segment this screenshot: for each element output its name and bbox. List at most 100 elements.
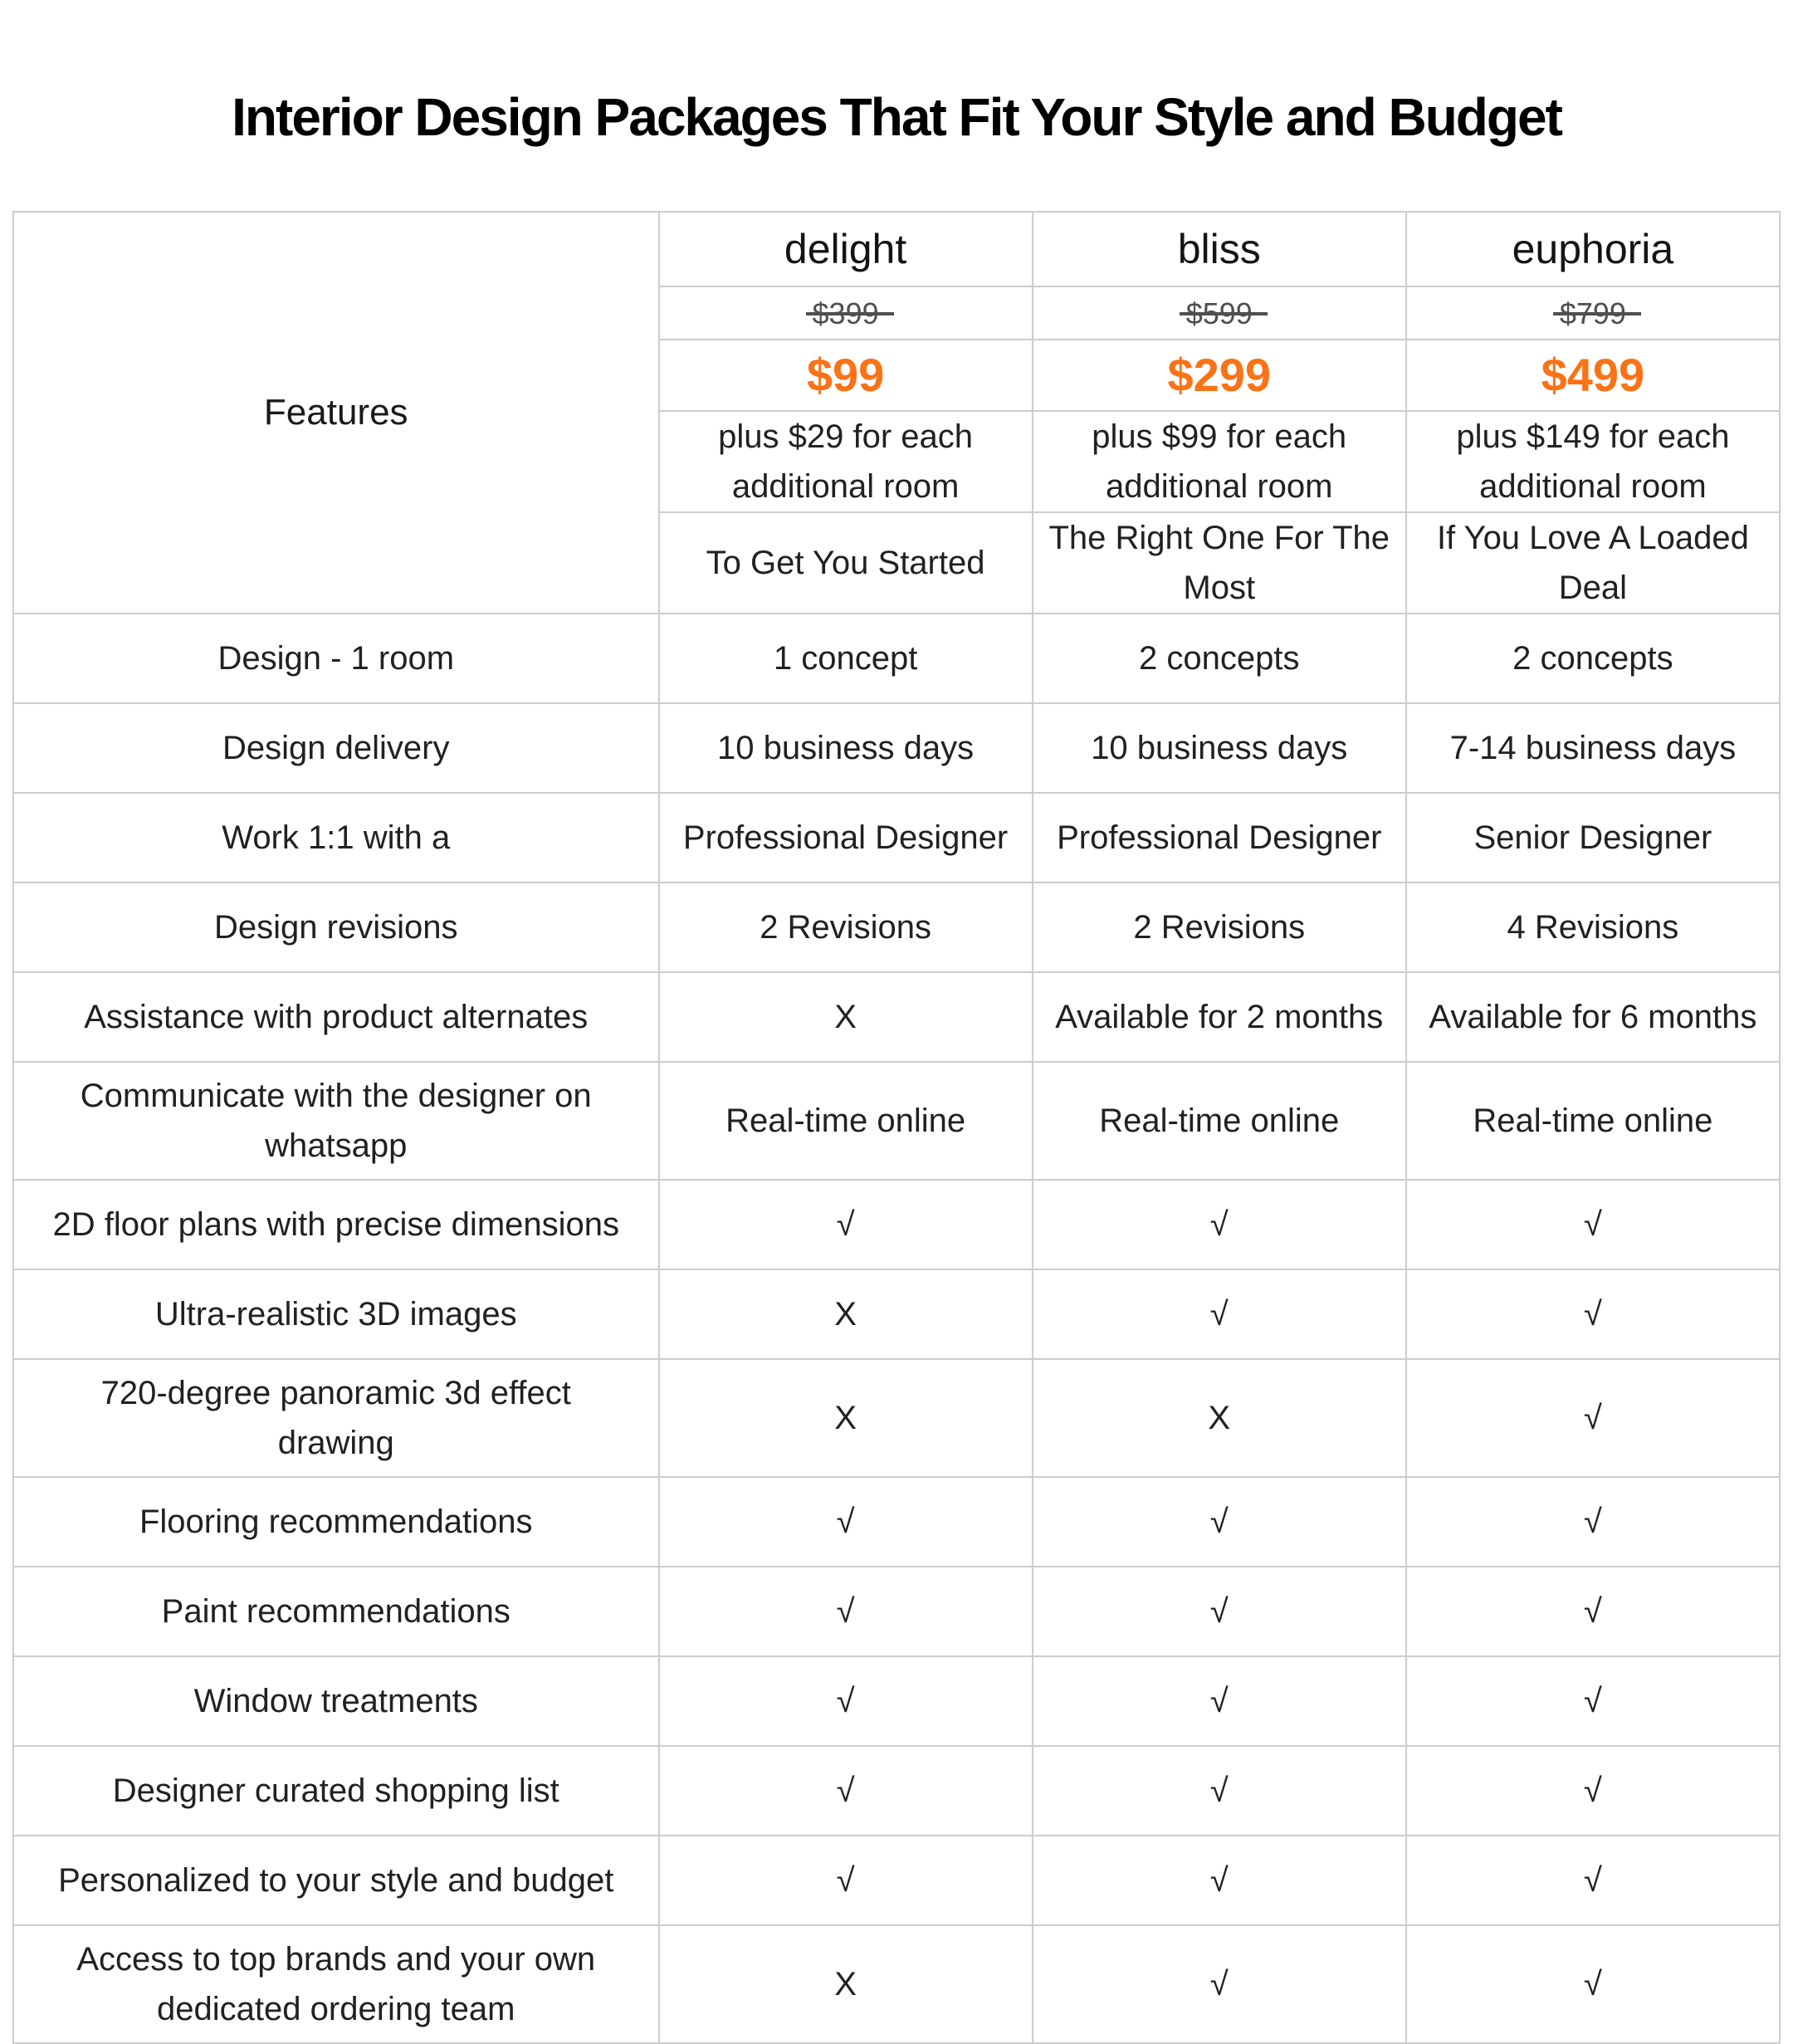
original-price: $399 — [805, 291, 894, 336]
feature-label: Design delivery — [12, 702, 660, 794]
feature-value: Real-time online — [657, 1061, 1033, 1181]
pricing-table: Features delight bliss euphoria $399 $59… — [12, 211, 1781, 2044]
feature-value: 2 Revisions — [1031, 882, 1407, 973]
original-price: $599 — [1179, 291, 1268, 336]
addon-price: plus $149 for each additional room — [1405, 410, 1781, 513]
feature-value: √ — [657, 1476, 1033, 1567]
feature-value: √ — [1031, 1655, 1407, 1747]
table-row: Window treatments √ √ √ — [12, 1655, 1781, 1747]
feature-value: √ — [1405, 1179, 1781, 1270]
feature-value: √ — [1405, 1476, 1781, 1567]
feature-value: Professional Designer — [1031, 792, 1407, 883]
feature-label: Personalized to your style and budget — [12, 1835, 660, 1926]
feature-value: 2 concepts — [1405, 613, 1781, 704]
table-row: Design delivery 10 business days 10 busi… — [12, 702, 1781, 794]
feature-label: Design - 1 room — [12, 613, 660, 704]
table-row: Design revisions 2 Revisions 2 Revisions… — [12, 882, 1781, 973]
feature-value: X — [657, 1269, 1033, 1360]
feature-value: √ — [1031, 1269, 1407, 1360]
feature-value: √ — [1405, 1269, 1781, 1360]
feature-value: 1 concept — [657, 613, 1033, 704]
addon-price-row: plus $29 for each additional room plus $… — [13, 410, 1781, 513]
feature-label: Designer curated shopping list — [12, 1745, 660, 1836]
table-row: Design - 1 room 1 concept 2 concepts 2 c… — [12, 613, 1781, 704]
feature-value: √ — [1405, 1566, 1781, 1657]
page-title: Interior Design Packages That Fit Your S… — [232, 87, 1563, 147]
addon-price: plus $99 for each additional room — [1031, 410, 1407, 513]
feature-value: √ — [1031, 1476, 1407, 1567]
package-name-row: Features delight bliss euphoria — [12, 211, 1781, 614]
original-price-cell: $799 — [1405, 286, 1781, 340]
feature-value: Available for 6 months — [1405, 971, 1781, 1063]
feature-value: 2 Revisions — [657, 882, 1033, 973]
feature-label: Access to top brands and your own dedica… — [12, 1924, 660, 2044]
feature-label: Window treatments — [12, 1655, 660, 1747]
table-row: Communicate with the designer on whatsap… — [12, 1061, 1781, 1181]
feature-value: √ — [1031, 1835, 1407, 1926]
original-price: $799 — [1552, 291, 1642, 336]
table-row: 2D floor plans with precise dimensions √… — [12, 1179, 1781, 1270]
feature-value: X — [657, 971, 1033, 1063]
feature-label: Communicate with the designer on whatsap… — [12, 1061, 660, 1181]
table-row: Personalized to your style and budget √ … — [12, 1835, 1781, 1926]
feature-value: √ — [1405, 1655, 1781, 1747]
package-tagline: To Get You Started — [657, 511, 1033, 614]
package-tagline: The Right One For The Most — [1031, 511, 1407, 614]
feature-value: X — [1031, 1358, 1407, 1478]
feature-value: √ — [657, 1745, 1033, 1836]
feature-label: Paint recommendations — [12, 1566, 660, 1657]
feature-label: 720-degree panoramic 3d effect drawing — [12, 1358, 660, 1478]
tagline-row: To Get You Started The Right One For The… — [13, 511, 1781, 614]
package-name-delight: delight — [657, 211, 1033, 287]
addon-price: plus $29 for each additional room — [657, 410, 1033, 513]
feature-value: √ — [1405, 1835, 1781, 1926]
current-price-row: $99 $299 $499 — [13, 339, 1781, 412]
feature-value: √ — [657, 1566, 1033, 1657]
table-row: Designer curated shopping list √ √ √ — [12, 1745, 1781, 1836]
table-row: Ultra-realistic 3D images X √ √ — [12, 1269, 1781, 1360]
feature-value: √ — [657, 1655, 1033, 1747]
feature-value: √ — [1405, 1745, 1781, 1836]
table-row: Work 1:1 with a Professional Designer Pr… — [12, 792, 1781, 883]
feature-value: 4 Revisions — [1405, 882, 1781, 973]
original-price-row: $399 $599 $799 — [13, 286, 1781, 340]
current-price: $299 — [1031, 339, 1407, 412]
package-name-euphoria: euphoria — [1405, 211, 1781, 287]
feature-value: 10 business days — [1031, 702, 1407, 794]
feature-label: Flooring recommendations — [12, 1476, 660, 1567]
feature-label: 2D floor plans with precise dimensions — [12, 1179, 660, 1270]
feature-value: √ — [1031, 1179, 1407, 1270]
feature-label: Assistance with product alternates — [12, 971, 660, 1063]
feature-value: X — [657, 1358, 1033, 1478]
feature-value: 10 business days — [657, 702, 1033, 794]
feature-value: √ — [1031, 1745, 1407, 1836]
table-row: Access to top brands and your own dedica… — [12, 1924, 1781, 2044]
feature-value: √ — [1405, 1924, 1781, 2044]
feature-value: 2 concepts — [1031, 613, 1407, 704]
original-price-cell: $399 — [657, 286, 1033, 340]
table-row: Flooring recommendations √ √ √ — [12, 1476, 1781, 1567]
table-row: 720-degree panoramic 3d effect drawing X… — [12, 1358, 1781, 1478]
feature-value: Real-time online — [1031, 1061, 1407, 1181]
feature-value: √ — [1031, 1924, 1407, 2044]
feature-value: Real-time online — [1405, 1061, 1781, 1181]
features-header: Features — [12, 211, 660, 614]
feature-value: Senior Designer — [1405, 792, 1781, 883]
feature-value: X — [657, 1924, 1033, 2044]
current-price: $499 — [1405, 339, 1781, 412]
feature-value: √ — [1031, 1566, 1407, 1657]
feature-label: Design revisions — [12, 882, 660, 973]
table-row: Assistance with product alternates X Ava… — [12, 971, 1781, 1063]
feature-label: Work 1:1 with a — [12, 792, 660, 883]
original-price-cell: $599 — [1031, 286, 1407, 340]
package-tagline: If You Love A Loaded Deal — [1405, 511, 1781, 614]
feature-label: Ultra-realistic 3D images — [12, 1269, 660, 1360]
feature-value: √ — [657, 1179, 1033, 1270]
table-row: Paint recommendations √ √ √ — [12, 1566, 1781, 1657]
feature-value: 7-14 business days — [1405, 702, 1781, 794]
feature-value: Professional Designer — [657, 792, 1033, 883]
package-name-bliss: bliss — [1031, 211, 1407, 287]
current-price: $99 — [657, 339, 1033, 412]
feature-value: √ — [657, 1835, 1033, 1926]
feature-value: √ — [1405, 1358, 1781, 1478]
